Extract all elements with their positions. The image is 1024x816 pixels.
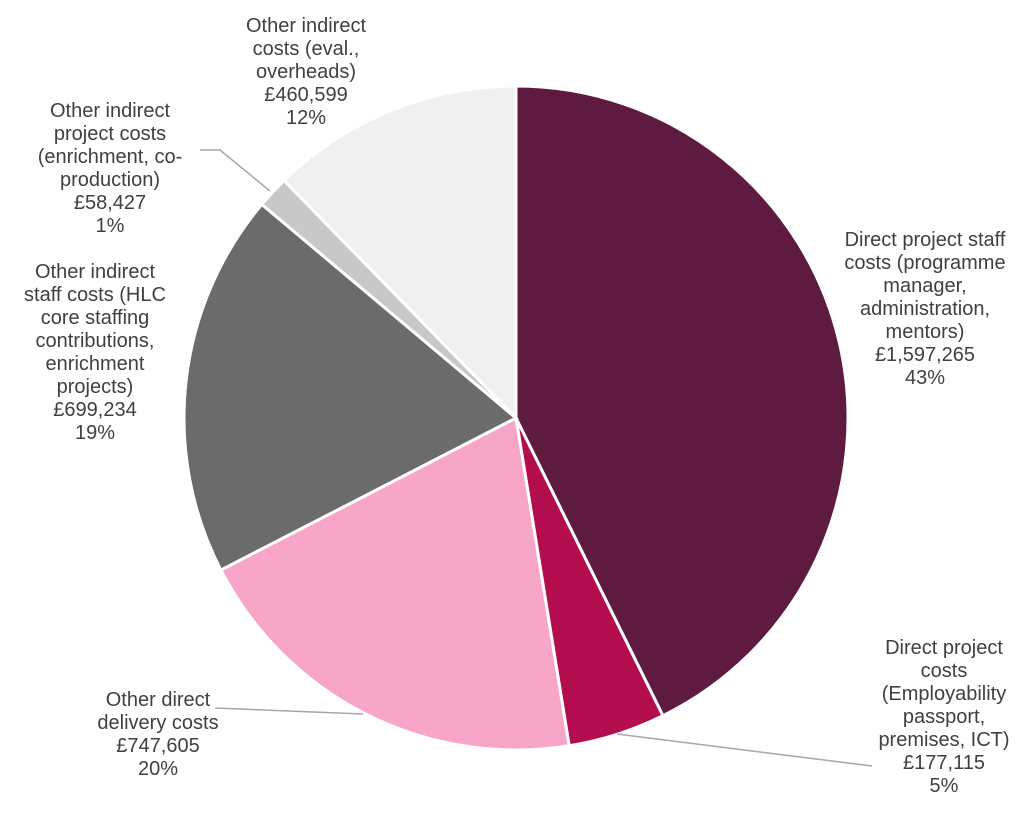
slice-label: Other indirect costs (eval., overheads) £46… [246,15,366,129]
slice-label-line: Other indirect [35,261,155,283]
slice-label-line: costs (programme [844,252,1005,274]
slice-amount: £58,427 [74,192,146,214]
pie-slice [514,84,850,718]
slice-amount: £747,605 [116,735,199,757]
slice-amount: £1,597,265 [875,344,975,366]
leader-line [214,707,364,715]
slice-label-line: delivery costs [97,712,218,734]
slice-label-line: overheads) [256,61,356,83]
slice-label-line: costs (eval., [253,38,360,60]
slice-label-line: passport, [903,706,985,728]
slice-percent: 5% [930,775,959,797]
slice-label-line: mentors) [886,321,965,343]
slice-label-line: Direct project staff [845,229,1006,251]
slice-label-line: (enrichment, co- [38,146,183,168]
slice-label-line: project costs [54,123,166,145]
pie-slice [281,84,518,422]
slice-label-line: enrichment [46,353,145,375]
slice-amount: £460,599 [264,84,347,106]
leader-lines [200,149,873,767]
slice-label: Other indirect staff costs (HLC core staff… [24,261,166,444]
slice-label: Direct project staff costs (programme mana… [844,229,1005,389]
slice-percent: 20% [138,758,178,780]
slice-percent: 1% [96,215,125,237]
slice-label-line: (Employability [882,683,1006,705]
pie-slices [182,84,850,752]
leader-line [200,149,271,192]
slice-label-line: projects) [57,376,134,398]
slice-label-line: production) [60,169,160,191]
slice-label-line: staff costs (HLC [24,284,166,306]
pie-slice [182,202,519,573]
slice-percent: 43% [905,367,945,389]
slice-label-line: Other direct [106,689,211,711]
slice-label-line: Other indirect [50,100,170,122]
pie-slice [218,415,571,752]
leader-line [616,733,873,767]
slice-label-line: premises, ICT) [878,729,1009,751]
slice-label-line: manager, [883,275,966,297]
slice-label: Other indirect project costs (enrichment, … [38,100,183,237]
slice-label-line: administration, [860,298,990,320]
slice-amount: £699,234 [53,399,136,421]
slice-label-line: Direct project [885,637,1003,659]
slice-label-line: core staffing [41,307,150,329]
slice-label-line: Other indirect [246,15,366,37]
slice-amount: £177,115 [903,752,985,774]
slice-labels: Direct project staff costs (programme mana… [24,15,1010,797]
slice-label: Direct project costs (Employability passpor… [878,637,1009,797]
slice-percent: 12% [286,107,326,129]
slice-label-line: contributions, [36,330,155,352]
slice-label-line: costs [921,660,968,682]
slice-label: Other direct delivery costs £747,605 20% [97,689,218,780]
slice-percent: 19% [75,422,115,444]
